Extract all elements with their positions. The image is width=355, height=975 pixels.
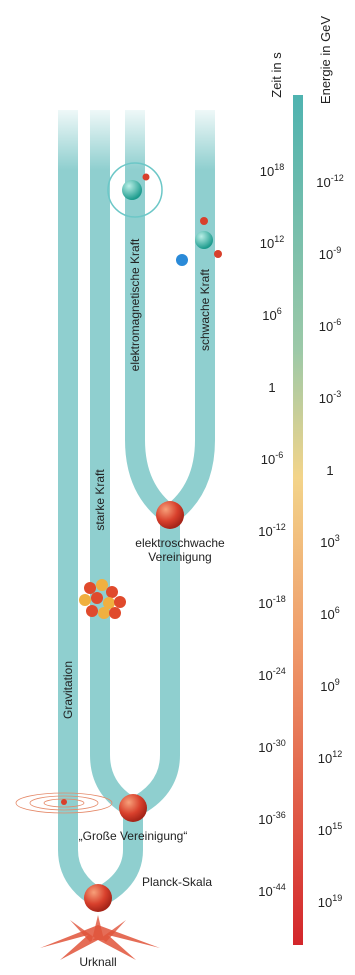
electroweak-label: Vereinigung bbox=[148, 550, 211, 564]
exponent: -36 bbox=[273, 810, 286, 820]
diagram: Zeit in s Energie in GeV Gravitation sta… bbox=[0, 0, 355, 970]
em-label: elektromagnetische Kraft bbox=[128, 238, 142, 371]
time-label: 10-30 bbox=[258, 738, 285, 755]
energy-label: 1019 bbox=[318, 893, 342, 910]
planck-label: Planck-Skala bbox=[142, 875, 212, 889]
exponent: 3 bbox=[335, 533, 340, 543]
time-axis-title: Zeit in s bbox=[269, 52, 284, 98]
base: 10 bbox=[258, 596, 272, 611]
base: 10 bbox=[258, 524, 272, 539]
energy-label: 10-9 bbox=[319, 245, 341, 262]
gravity-icon bbox=[16, 793, 112, 813]
base: 10 bbox=[318, 751, 332, 766]
gut-label: „Große Vereinigung“ bbox=[79, 829, 188, 843]
base: 10 bbox=[258, 884, 272, 899]
electroweak-label: elektroschwache bbox=[135, 536, 225, 550]
exponent: -24 bbox=[273, 666, 286, 676]
weak-label: schwache Kraft bbox=[198, 268, 212, 351]
base: 10 bbox=[320, 607, 334, 622]
nucleus-icon bbox=[79, 579, 126, 619]
base: 10 bbox=[258, 740, 272, 755]
base: 10 bbox=[320, 535, 334, 550]
fade bbox=[50, 100, 230, 170]
time-label: 10-18 bbox=[258, 594, 285, 611]
exponent: 12 bbox=[274, 234, 284, 244]
base: 10 bbox=[260, 164, 274, 179]
time-label: 1018 bbox=[260, 162, 284, 179]
exponent: 6 bbox=[335, 605, 340, 615]
exponent: -30 bbox=[273, 738, 286, 748]
base: 10 bbox=[319, 247, 333, 262]
energy-label: 10-6 bbox=[319, 317, 341, 334]
energy-label: 109 bbox=[320, 677, 339, 694]
base: 10 bbox=[316, 175, 330, 190]
time-label: 10-6 bbox=[261, 450, 283, 467]
energy-label: 10-3 bbox=[319, 389, 341, 406]
base: 10 bbox=[258, 668, 272, 683]
energy-label: 106 bbox=[320, 605, 339, 622]
exponent: 18 bbox=[274, 162, 284, 172]
time-label: 10-24 bbox=[258, 666, 285, 683]
planck-node bbox=[84, 884, 112, 912]
base: 10 bbox=[319, 319, 333, 334]
exponent: -6 bbox=[333, 317, 341, 327]
exponent: 9 bbox=[335, 677, 340, 687]
exponent: -12 bbox=[331, 173, 344, 183]
energy-label: 103 bbox=[320, 533, 339, 550]
gravity-label: Gravitation bbox=[61, 661, 75, 719]
electroweak-node bbox=[156, 501, 184, 529]
base: 10 bbox=[260, 236, 274, 251]
time-label: 106 bbox=[262, 306, 281, 323]
base: 10 bbox=[318, 895, 332, 910]
exponent: -6 bbox=[275, 450, 283, 460]
exponent: -3 bbox=[333, 389, 341, 399]
exponent: -44 bbox=[273, 882, 286, 892]
time-label: 1 bbox=[268, 380, 275, 395]
burst bbox=[40, 915, 160, 960]
time-label: 10-44 bbox=[258, 882, 285, 899]
base: 10 bbox=[318, 823, 332, 838]
base: 10 bbox=[262, 308, 276, 323]
time-label: 10-36 bbox=[258, 810, 285, 827]
strong-label: starke Kraft bbox=[93, 469, 107, 531]
base: 10 bbox=[319, 391, 333, 406]
exponent: -18 bbox=[273, 594, 286, 604]
base: 10 bbox=[261, 452, 275, 467]
exponent: 6 bbox=[277, 306, 282, 316]
scale-bar bbox=[293, 95, 303, 945]
base: 1 bbox=[326, 463, 333, 478]
time-label: 1012 bbox=[260, 234, 284, 251]
exponent: 12 bbox=[332, 749, 342, 759]
energy-label: 10-12 bbox=[316, 173, 343, 190]
gut-node bbox=[119, 794, 147, 822]
exponent: -9 bbox=[333, 245, 341, 255]
energy-axis-title: Energie in GeV bbox=[318, 16, 333, 104]
big-bang-label: Urknall bbox=[79, 955, 116, 969]
base: 10 bbox=[320, 679, 334, 694]
energy-label: 1 bbox=[326, 463, 333, 478]
exponent: 15 bbox=[332, 821, 342, 831]
exponent: 19 bbox=[332, 893, 342, 903]
base: 10 bbox=[258, 812, 272, 827]
energy-label: 1015 bbox=[318, 821, 342, 838]
base: 1 bbox=[268, 380, 275, 395]
time-label: 10-12 bbox=[258, 522, 285, 539]
gut-branch bbox=[98, 808, 133, 898]
energy-label: 1012 bbox=[318, 749, 342, 766]
exponent: -12 bbox=[273, 522, 286, 532]
